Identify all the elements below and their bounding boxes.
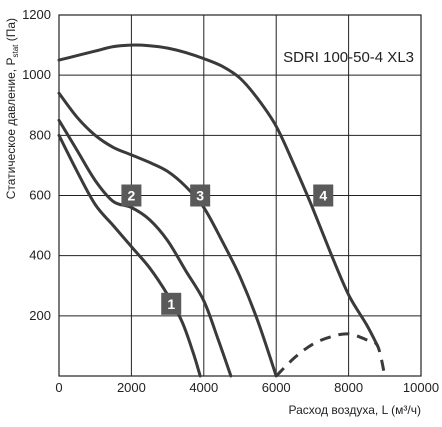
y-tick-label: 1200 bbox=[22, 7, 51, 22]
curve-label-3-box bbox=[190, 184, 211, 207]
curve-label-4-box bbox=[313, 184, 334, 207]
y-axis-title-main: Статическое давление, P bbox=[4, 58, 18, 200]
curve-label-2: 2 bbox=[128, 188, 136, 204]
x-axis-title: Расход воздуха, L (м³/ч) bbox=[288, 403, 421, 417]
y-axis-title: Статическое давление, Pstat (Па) bbox=[4, 18, 20, 199]
y-tick-label: 800 bbox=[29, 127, 51, 142]
curve-label-4: 4 bbox=[319, 188, 327, 204]
y-tick-label: 1000 bbox=[22, 67, 51, 82]
y-axis-title-tail: (Па) bbox=[4, 18, 18, 45]
curve-2 bbox=[57, 118, 233, 378]
x-tick-label: 4000 bbox=[189, 380, 218, 395]
curve-1 bbox=[57, 133, 202, 378]
chart-title: SDRI 100-50-4 XL3 bbox=[283, 49, 414, 66]
y-tick-label: 400 bbox=[29, 248, 51, 263]
x-tick-label: 0 bbox=[55, 380, 62, 395]
curve-label-1: 1 bbox=[167, 296, 175, 312]
y-tick-label: 600 bbox=[29, 188, 51, 203]
y-tick-label: 200 bbox=[29, 308, 51, 323]
curve-label-1-box bbox=[161, 292, 182, 315]
x-tick-label: 10000 bbox=[403, 380, 439, 395]
curve-4 bbox=[57, 43, 380, 348]
tick-labels: 0 2000 4000 6000 8000 10000200400600800100012… bbox=[22, 7, 439, 395]
grid bbox=[59, 15, 421, 376]
x-tick-label: 8000 bbox=[334, 380, 363, 395]
curve-label-3: 3 bbox=[196, 188, 204, 204]
dashed-curve bbox=[275, 332, 387, 378]
curve-labels: 1 2 3 4 bbox=[121, 184, 334, 315]
y-axis-title-sub: stat bbox=[11, 44, 20, 58]
x-tick-label: 2000 bbox=[117, 380, 146, 395]
plot-border bbox=[58, 14, 422, 377]
x-tick-label: 6000 bbox=[262, 380, 291, 395]
curves bbox=[57, 43, 387, 378]
curve-label-2-box bbox=[121, 184, 142, 207]
curve-3 bbox=[57, 91, 278, 378]
